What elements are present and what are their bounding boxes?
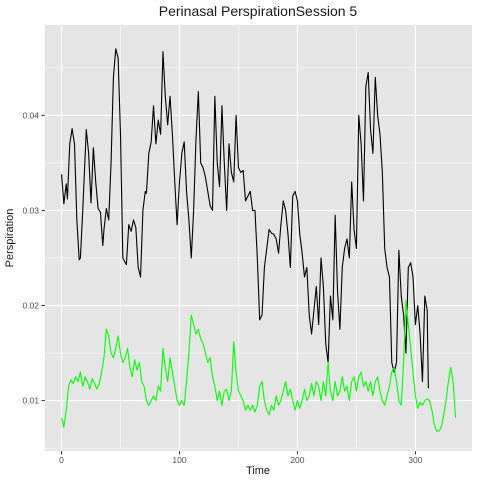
series-layer: [60, 48, 457, 432]
x-tick-label: 100: [172, 455, 186, 465]
chart-title: Perinasal PerspirationSession 5: [159, 3, 358, 19]
y-tick-label: 0.01: [22, 396, 39, 406]
plot-panel: [45, 25, 472, 451]
x-tick-label: 300: [408, 455, 422, 465]
y-tick-label: 0.02: [22, 301, 39, 311]
x-axis-ticks: 0 100 200 300: [59, 451, 423, 465]
x-tick-label: 0: [59, 455, 64, 465]
y-axis-ticks: 0.01 0.02 0.03 0.04: [22, 110, 45, 406]
x-axis-title: Time: [246, 465, 270, 477]
series-line-1: [60, 48, 429, 389]
y-axis-title: Perspiration: [4, 209, 16, 268]
y-tick-label: 0.03: [22, 205, 39, 215]
y-tick-label: 0.04: [22, 110, 39, 120]
major-gridlines: [45, 25, 472, 451]
series-line-2: [60, 300, 457, 432]
x-tick-label: 200: [290, 455, 304, 465]
